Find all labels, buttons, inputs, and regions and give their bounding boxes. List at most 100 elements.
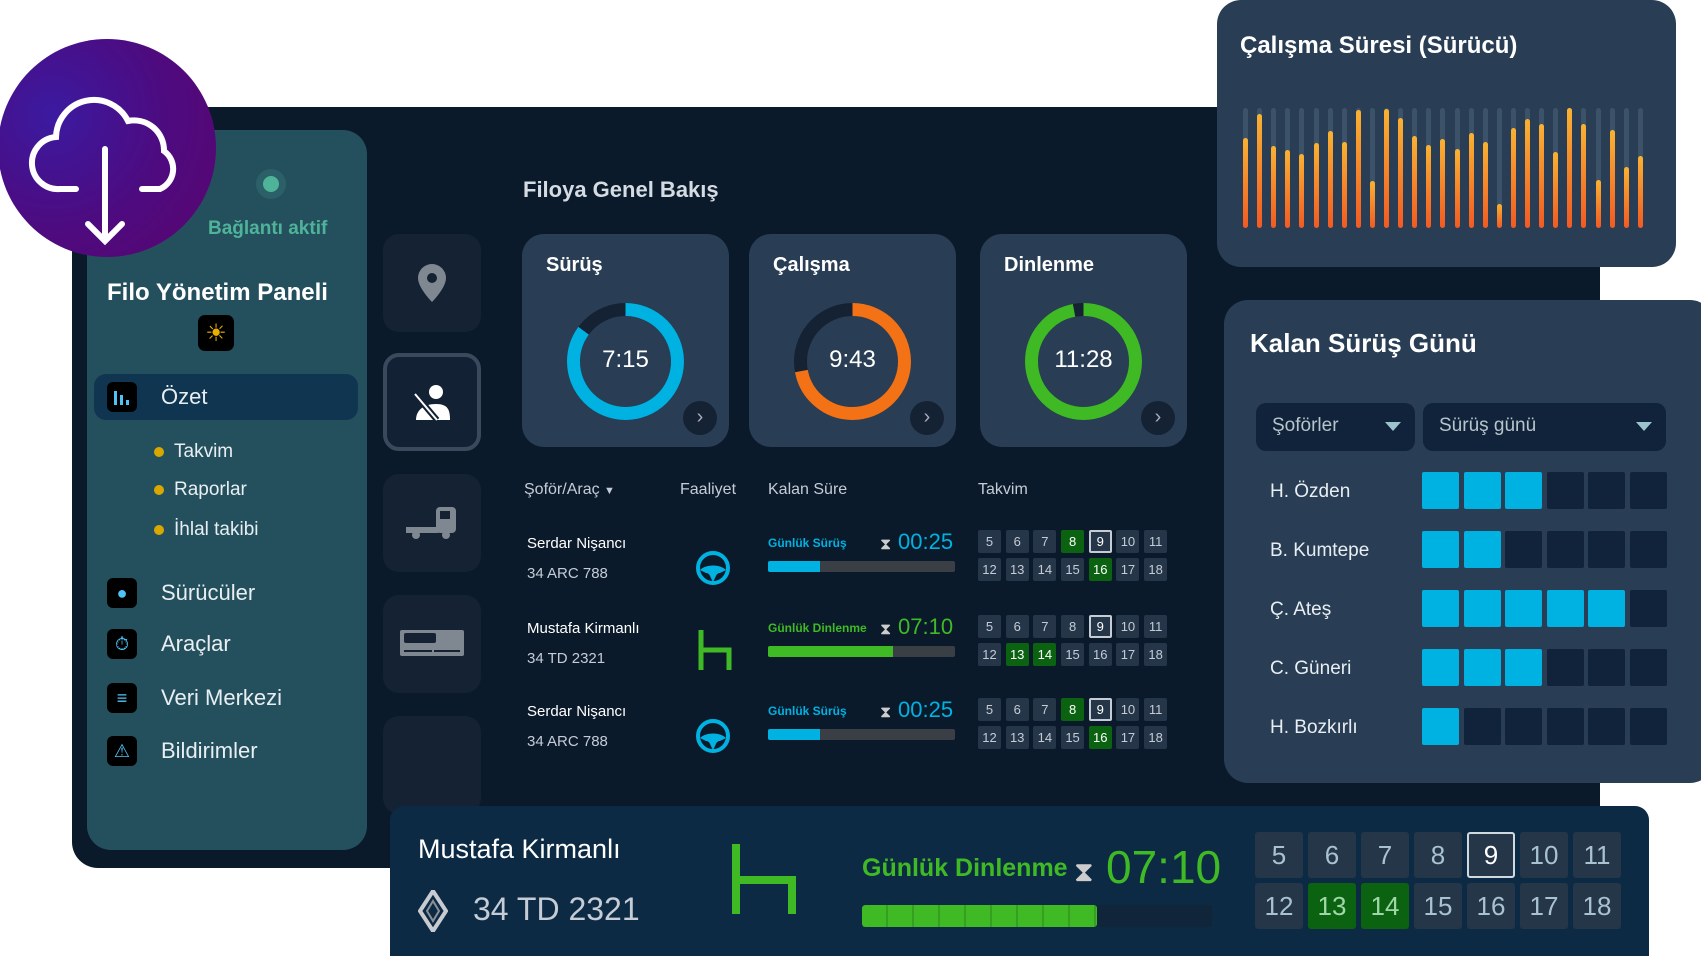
- nav-araclar[interactable]: ⏱ Araçlar: [107, 629, 231, 659]
- nav-ozet[interactable]: Özet: [107, 382, 207, 412]
- calendar-day[interactable]: 11: [1144, 530, 1168, 553]
- chevron-down-icon: [1636, 422, 1652, 431]
- vehicle-tile[interactable]: [383, 474, 481, 572]
- calendar-day[interactable]: 16: [1088, 726, 1112, 749]
- calendar-day[interactable]: 9: [1088, 615, 1112, 638]
- driving-day-dropdown[interactable]: Sürüş günü: [1423, 403, 1666, 451]
- calendar-day[interactable]: 14: [1033, 558, 1057, 581]
- calendar-day[interactable]: 16: [1088, 643, 1112, 666]
- header-driver-vehicle[interactable]: Şoför/Araç ▼: [524, 481, 615, 499]
- calendar-day[interactable]: 10: [1116, 615, 1140, 638]
- calendar-day[interactable]: 15: [1414, 883, 1462, 929]
- calendar-day[interactable]: 8: [1061, 698, 1085, 721]
- calendar-day[interactable]: 10: [1520, 832, 1568, 878]
- calendar-day[interactable]: 9: [1088, 530, 1112, 553]
- work-time-chart-panel: Çalışma Süresi (Sürücü): [1217, 0, 1676, 267]
- drivers-dropdown[interactable]: Şoförler: [1256, 403, 1415, 451]
- calendar-day[interactable]: 6: [1005, 530, 1029, 553]
- calendar-day[interactable]: 11: [1573, 832, 1621, 878]
- vehicle-plate: 34 TD 2321: [527, 650, 606, 667]
- calendar-day[interactable]: 7: [1033, 615, 1057, 638]
- calendar-day[interactable]: 14: [1033, 726, 1057, 749]
- calendar-day[interactable]: 5: [978, 615, 1001, 638]
- day-block-empty: [1463, 708, 1501, 745]
- bar: [1525, 118, 1530, 228]
- calendar-day[interactable]: 17: [1520, 883, 1568, 929]
- day-block-remaining: [1463, 472, 1501, 509]
- calendar-day[interactable]: 13: [1005, 643, 1029, 666]
- cloud-download-badge[interactable]: [0, 39, 216, 257]
- calendar-day[interactable]: 8: [1061, 530, 1085, 553]
- chevron-right-icon[interactable]: ›: [1141, 401, 1175, 435]
- theme-toggle-sun-icon[interactable]: ☀: [198, 315, 234, 351]
- calendar-day[interactable]: 7: [1033, 530, 1057, 553]
- calendar-day[interactable]: 12: [978, 643, 1001, 666]
- calendar-day[interactable]: 17: [1116, 726, 1140, 749]
- driver-name: Ç. Ateş: [1270, 599, 1332, 620]
- summary-card-1[interactable]: Çalışma 9:43 ›: [749, 234, 956, 447]
- calendar-day[interactable]: 6: [1005, 615, 1029, 638]
- calendar-day[interactable]: 16: [1088, 558, 1112, 581]
- calendar-day[interactable]: 8: [1414, 832, 1462, 878]
- calendar-day[interactable]: 12: [978, 726, 1001, 749]
- bar: [1398, 117, 1404, 228]
- detail-plate: 34 TD 2321: [473, 891, 640, 927]
- location-tile[interactable]: [383, 234, 481, 332]
- calendar-day[interactable]: 5: [978, 530, 1001, 553]
- calendar-day[interactable]: 8: [1061, 615, 1085, 638]
- calendar-day[interactable]: 17: [1116, 643, 1140, 666]
- gauge-ring: [794, 303, 911, 420]
- driver-name: Serdar Nişancı: [527, 703, 627, 720]
- calendar-day[interactable]: 9: [1467, 832, 1515, 878]
- calendar-day[interactable]: 13: [1005, 726, 1029, 749]
- calendar-day[interactable]: 6: [1005, 698, 1029, 721]
- calendar-day[interactable]: 13: [1308, 883, 1356, 929]
- bar-track: [1369, 108, 1375, 228]
- nav-item-ozet[interactable]: [94, 374, 358, 420]
- nav-veri-merkezi[interactable]: ≡ Veri Merkezi: [107, 683, 282, 713]
- calendar-day[interactable]: 18: [1144, 726, 1168, 749]
- calendar-day[interactable]: 17: [1116, 558, 1140, 581]
- nav-bildirimler[interactable]: ⚠ Bildirimler: [107, 736, 258, 766]
- calendar-day[interactable]: 14: [1361, 883, 1409, 929]
- calendar-day[interactable]: 10: [1116, 530, 1140, 553]
- nav-sub-raporlar[interactable]: Raporlar: [154, 479, 247, 501]
- calendar-day[interactable]: 18: [1144, 643, 1168, 666]
- calendar-day[interactable]: 6: [1308, 832, 1356, 878]
- calendar-day[interactable]: 18: [1144, 558, 1168, 581]
- nav-suruculer[interactable]: ● Sürücüler: [107, 578, 255, 608]
- calendar-day[interactable]: 16: [1467, 883, 1515, 929]
- empty-tile[interactable]: [383, 716, 481, 814]
- day-block-empty: [1588, 472, 1625, 509]
- chevron-right-icon[interactable]: ›: [683, 401, 717, 435]
- calendar-day[interactable]: 12: [1255, 883, 1303, 929]
- card-reader-tile[interactable]: [383, 595, 481, 693]
- nav-label: Araçlar: [161, 631, 231, 656]
- day-block-empty: [1588, 531, 1625, 568]
- calendar-day[interactable]: 5: [1255, 832, 1303, 878]
- summary-card-2[interactable]: Dinlenme 11:28 ›: [980, 234, 1187, 447]
- summary-card-0[interactable]: Sürüş 7:15 ›: [522, 234, 729, 447]
- calendar-day[interactable]: 11: [1144, 615, 1168, 638]
- calendar-day[interactable]: 12: [978, 558, 1001, 581]
- bar: [1243, 138, 1248, 228]
- calendar-day[interactable]: 7: [1361, 832, 1409, 878]
- calendar-day[interactable]: 18: [1573, 883, 1621, 929]
- calendar-day[interactable]: 10: [1116, 698, 1140, 721]
- calendar-day[interactable]: 13: [1005, 558, 1029, 581]
- driver-seatbelt-tile[interactable]: [383, 353, 481, 451]
- gauge-fill: [794, 303, 911, 420]
- calendar-day[interactable]: 7: [1033, 698, 1057, 721]
- nav-sub-takvim[interactable]: Takvim: [154, 441, 233, 463]
- calendar-day[interactable]: 11: [1144, 698, 1168, 721]
- calendar-day[interactable]: 9: [1088, 698, 1112, 721]
- calendar-day[interactable]: 15: [1061, 643, 1085, 666]
- dropdown-value: Sürüş günü: [1439, 415, 1537, 436]
- calendar-day[interactable]: 15: [1061, 726, 1085, 749]
- chevron-right-icon[interactable]: ›: [910, 401, 944, 435]
- calendar-day[interactable]: 15: [1061, 558, 1085, 581]
- calendar-day[interactable]: 5: [978, 698, 1001, 721]
- nav-sub-ihlal[interactable]: İhlal takibi: [154, 519, 259, 541]
- day-block-remaining: [1422, 649, 1459, 686]
- calendar-day[interactable]: 14: [1033, 643, 1057, 666]
